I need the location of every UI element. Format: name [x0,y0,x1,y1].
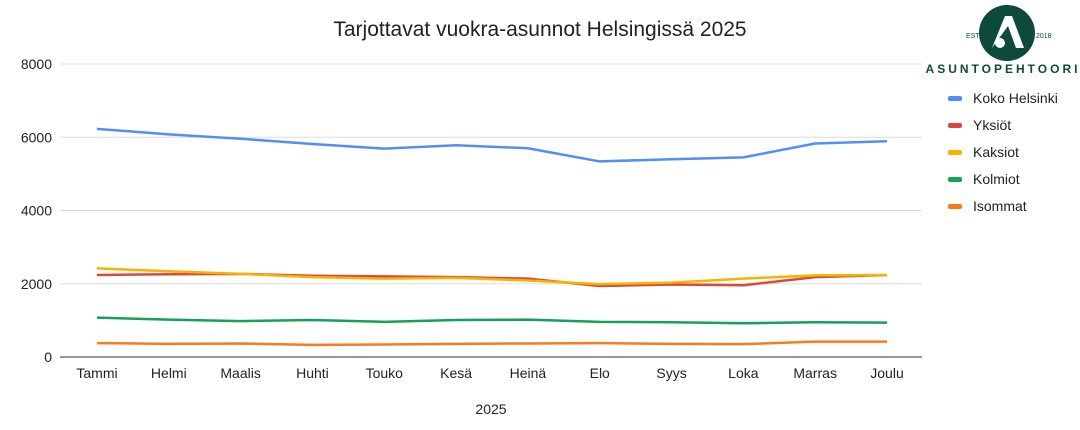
x-tick-label: Kesä [440,365,472,381]
x-tick-label: Tammi [76,365,117,381]
y-tick-label: 4000 [21,203,52,219]
legend-swatch [948,177,962,182]
y-tick-label: 6000 [21,129,52,145]
y-tick-label: 0 [44,349,52,365]
legend-swatch [948,123,962,128]
series-line-isommat [96,340,887,347]
legend-swatch [948,96,962,101]
x-tick-label: Marras [793,365,837,381]
x-tick-label: Loka [728,365,759,381]
logo-year: 2018 [1036,33,1052,40]
x-tick-label: Joulu [870,365,903,381]
legend-swatch [948,150,962,155]
legend-label: Koko Helsinki [973,90,1058,106]
legend-label: Kaksiot [973,144,1019,160]
logo-est: EST. [966,33,981,40]
x-tick-label: Elo [590,365,610,381]
x-tick-label: Helmi [151,365,187,381]
logo-dot [995,38,1005,48]
series-line-kolmiot [96,316,888,325]
x-tick-label: Huhti [296,365,329,381]
legend-label: Kolmiot [973,171,1020,187]
asuntopehtoori-logo: EST. 2018 ASUNTOPEHTOORI [926,5,1080,76]
y-tick-label: 2000 [21,276,52,292]
legend-swatch [948,204,962,209]
legend-label: Isommat [973,198,1027,214]
chart-title: Tarjottavat vuokra-asunnot Helsingissä 2… [333,18,746,41]
series-line-koko-helsinki [96,127,888,163]
logo-name: ASUNTOPEHTOORI [926,62,1080,76]
logo-a-icon [992,16,1024,48]
legend-label: Yksiöt [973,117,1011,133]
x-tick-label: Syys [656,365,686,381]
y-tick-label: 8000 [21,56,52,72]
x-tick-label: Maalis [220,365,260,381]
x-tick-label: Heinä [510,365,547,381]
logo-circle [979,5,1035,61]
x-axis-label: 2025 [475,401,506,417]
x-tick-label: Touko [366,365,404,381]
series-line-kaksiot [96,267,888,286]
